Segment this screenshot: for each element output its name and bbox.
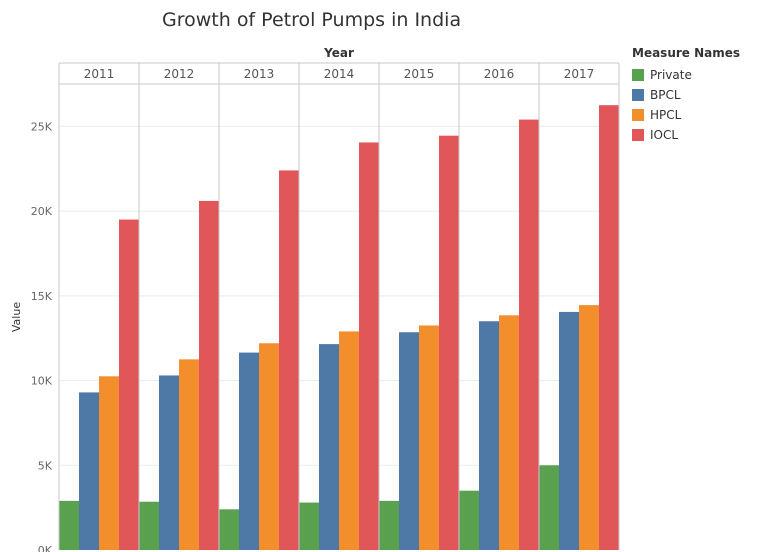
y-tick-label-5: 25K	[31, 120, 53, 133]
bar-iocl-2013	[279, 170, 299, 550]
y-tick-label-3: 15K	[31, 290, 53, 303]
legend-label-private: Private	[650, 68, 692, 82]
column-header-2017: 2017	[564, 67, 595, 81]
bar-bpcl-2012	[159, 375, 179, 550]
legend-item-bpcl[interactable]: BPCL	[632, 85, 740, 105]
bar-iocl-2011	[119, 219, 139, 550]
bar-bpcl-2016	[479, 321, 499, 550]
header-label: Year	[323, 46, 354, 60]
bar-bpcl-2015	[399, 332, 419, 550]
legend-label-hpcl: HPCL	[650, 108, 682, 122]
bar-bpcl-2013	[239, 352, 259, 550]
column-header-2011: 2011	[84, 67, 115, 81]
legend-item-hpcl[interactable]: HPCL	[632, 105, 740, 125]
bar-private-2012	[139, 501, 159, 550]
bar-iocl-2015	[439, 135, 459, 550]
bar-iocl-2016	[519, 119, 539, 551]
bar-private-2013	[219, 509, 239, 550]
legend-swatch-iocl	[632, 129, 644, 141]
column-header-2016: 2016	[484, 67, 515, 81]
bar-hpcl-2017	[579, 305, 599, 550]
y-tick-label-4: 20K	[31, 205, 53, 218]
bar-hpcl-2011	[99, 376, 119, 550]
bar-private-2011	[59, 500, 79, 550]
legend: Measure Names Private BPCL HPCL IOCL	[632, 46, 740, 145]
y-tick-label-2: 10K	[31, 375, 53, 388]
legend-item-iocl[interactable]: IOCL	[632, 125, 740, 145]
legend-items: Private BPCL HPCL IOCL	[632, 65, 740, 145]
y-tick-label-0: 0K	[38, 544, 53, 552]
legend-swatch-bpcl	[632, 89, 644, 101]
bar-hpcl-2016	[499, 315, 519, 550]
legend-title: Measure Names	[632, 46, 741, 60]
bar-bpcl-2014	[319, 344, 339, 550]
column-header-2012: 2012	[164, 67, 195, 81]
legend-swatch-private	[632, 69, 644, 81]
legend-item-private[interactable]: Private	[632, 65, 740, 85]
column-header-2013: 2013	[244, 67, 275, 81]
legend-label-iocl: IOCL	[650, 128, 679, 142]
y-tick-label-1: 5K	[38, 459, 53, 472]
column-header-2014: 2014	[324, 67, 355, 81]
bar-iocl-2017	[599, 105, 619, 550]
bar-hpcl-2015	[419, 325, 439, 550]
legend-swatch-hpcl	[632, 109, 644, 121]
column-header-2015: 2015	[404, 67, 435, 81]
y-axis-label: Value	[10, 302, 23, 332]
bar-hpcl-2013	[259, 343, 279, 550]
bar-hpcl-2012	[179, 359, 199, 550]
bar-iocl-2012	[199, 200, 219, 550]
bar-iocl-2014	[359, 142, 379, 550]
bar-private-2016	[459, 490, 479, 550]
bar-bpcl-2017	[559, 311, 579, 550]
bar-bpcl-2011	[79, 392, 99, 550]
chart-title: Growth of Petrol Pumps in India	[162, 9, 462, 31]
bar-private-2014	[299, 502, 319, 550]
bar-private-2017	[539, 465, 559, 550]
bar-hpcl-2014	[339, 331, 359, 550]
bar-private-2015	[379, 500, 399, 550]
legend-label-bpcl: BPCL	[650, 88, 681, 102]
